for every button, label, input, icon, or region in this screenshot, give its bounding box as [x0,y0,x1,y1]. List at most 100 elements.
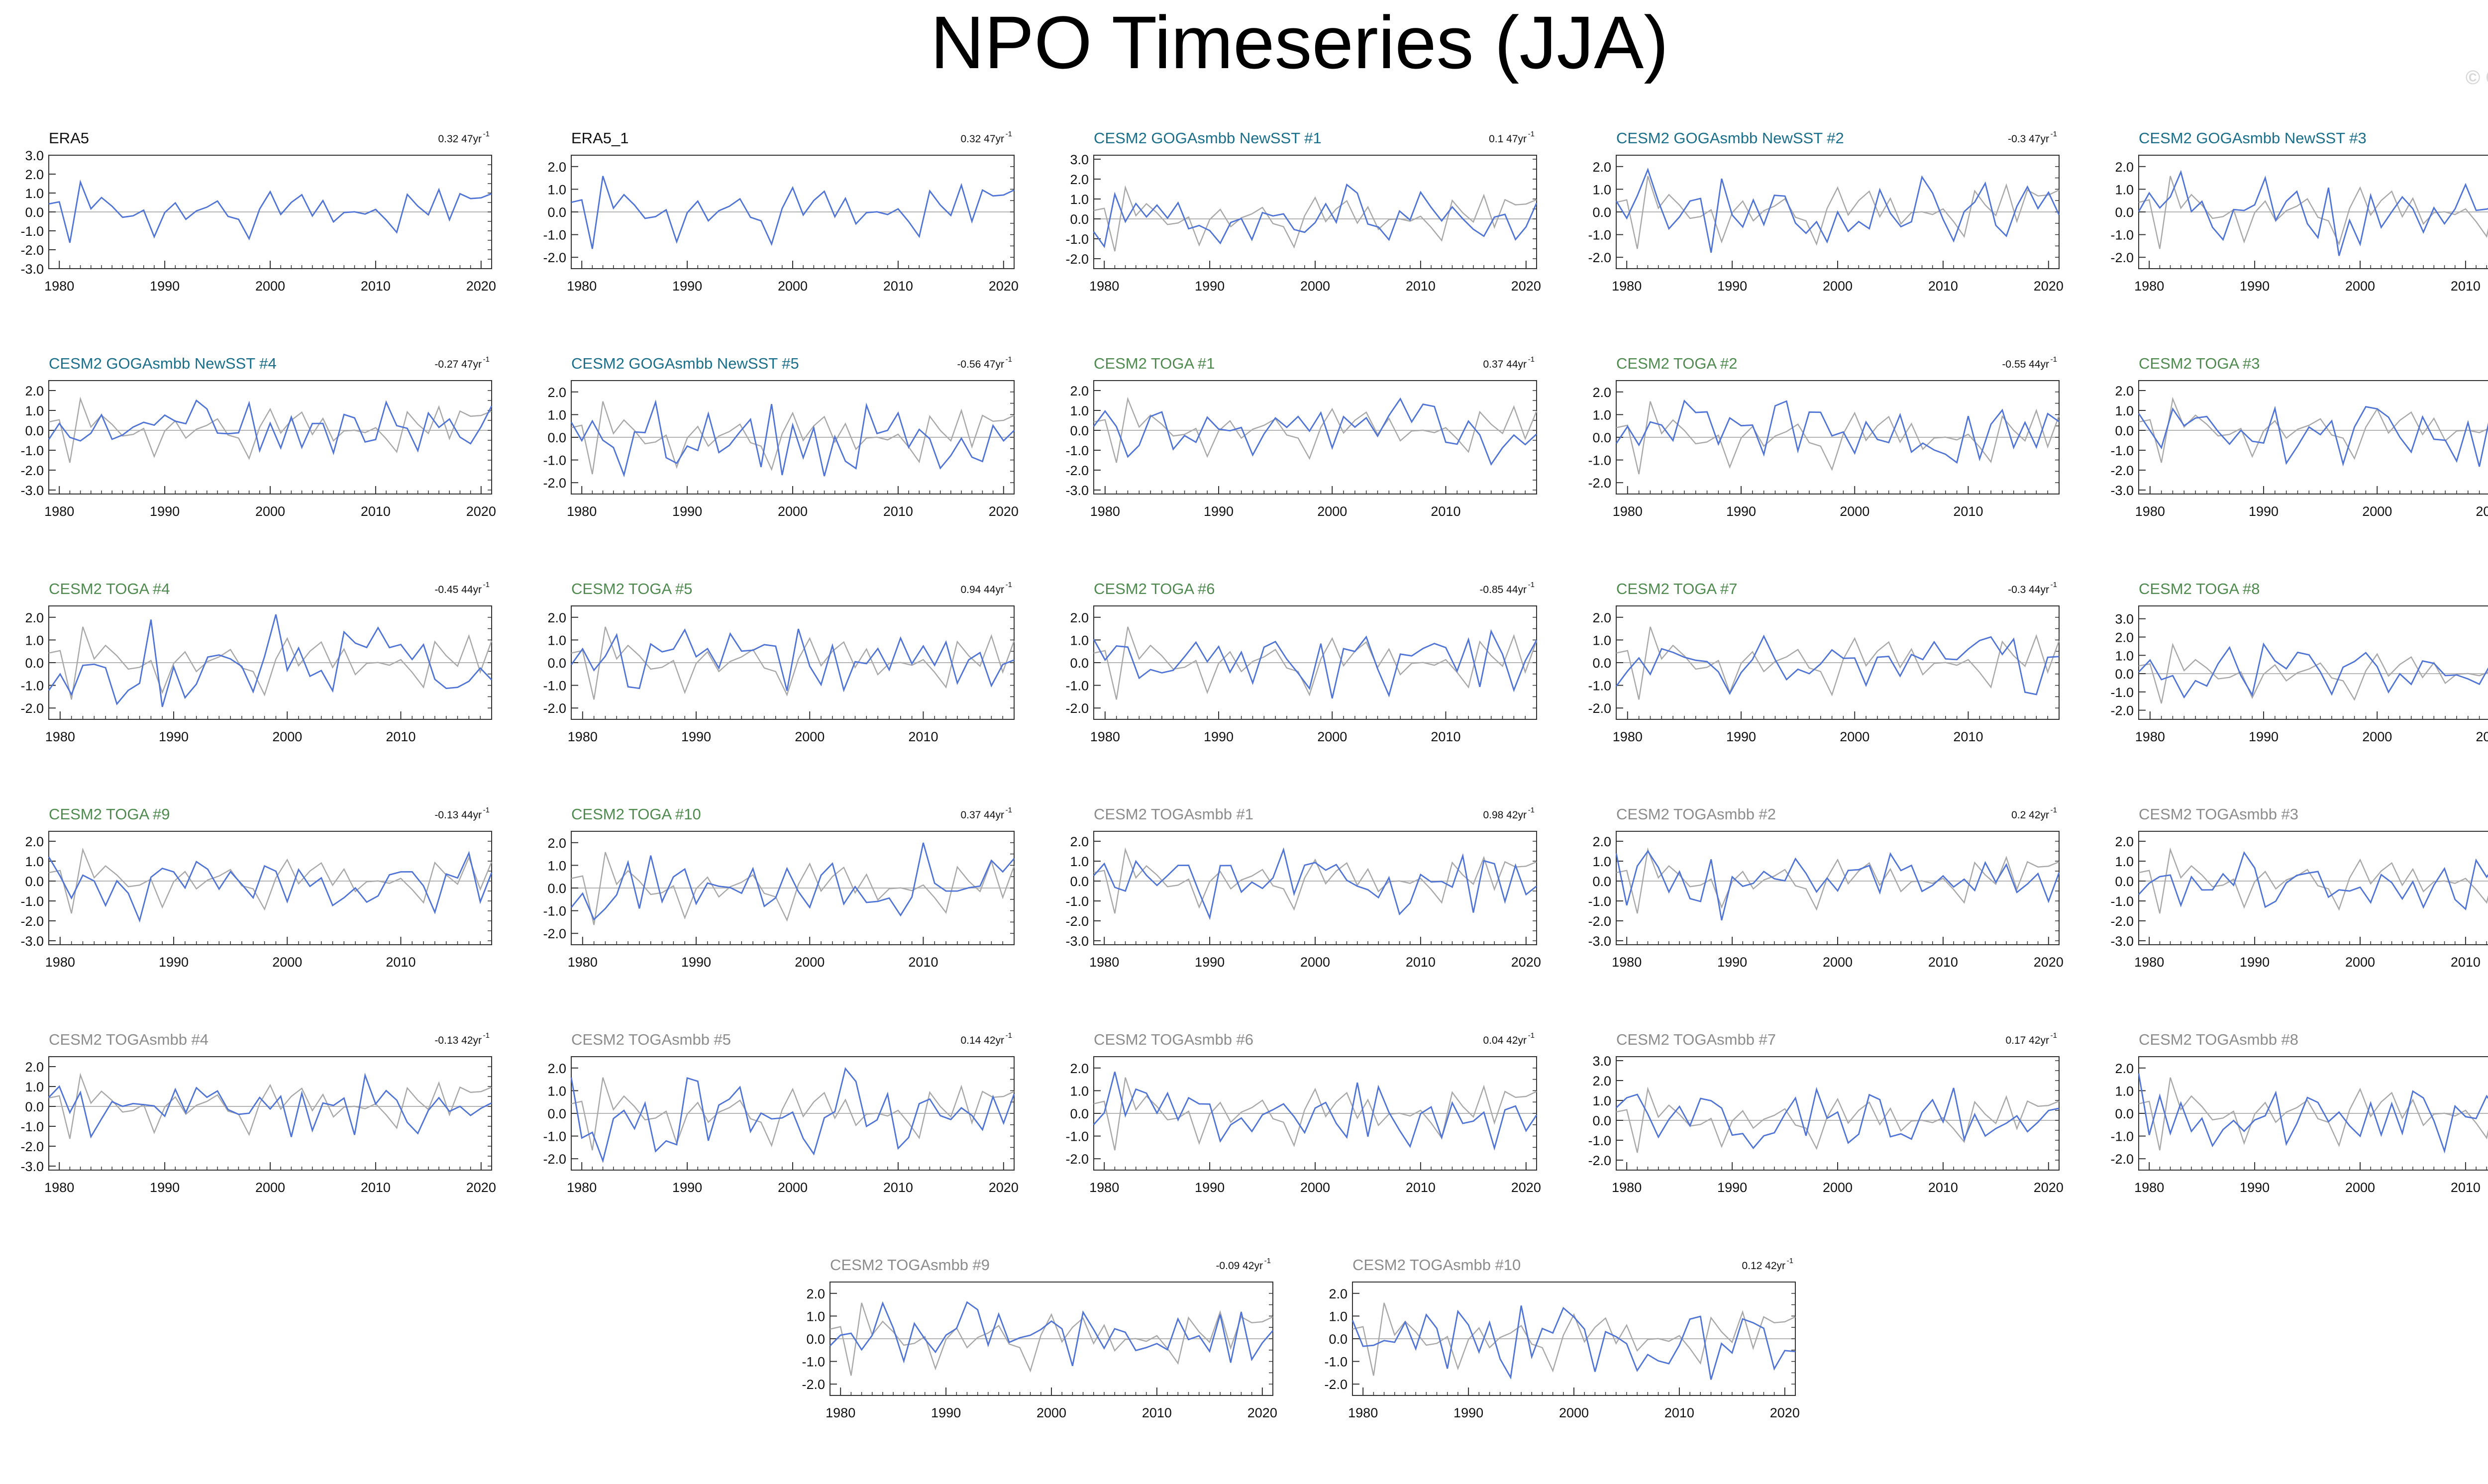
trend-exponent: -1 [1264,1257,1271,1265]
trend-exponent: -1 [1528,806,1535,814]
trend-label: -0.56 47yr [957,359,1004,370]
y-tick-label: -1.0 [543,904,566,919]
y-tick-label: 1.0 [547,407,566,422]
panel-frame [1093,155,1537,269]
trend-label: -0.85 44yr [1479,584,1527,595]
y-tick-label: 1.0 [547,633,566,648]
panel-label: CESM2 GOGAsmbb NewSST #5 [571,355,799,372]
x-tick-label: 1990 [150,504,180,519]
y-tick-label: 2.0 [25,1060,44,1075]
y-tick-label: 1.0 [1592,407,1611,422]
y-tick-label: -1.0 [20,443,44,458]
y-tick-label: 0.0 [2115,874,2134,889]
panel-label: CESM2 TOGA #1 [1094,355,1215,372]
trend-exponent: -1 [1528,130,1535,138]
credit-text: © CVDP-LE [2465,67,2488,89]
x-tick-label: 2000 [1823,1180,1853,1195]
x-tick-label: 2000 [2362,504,2392,519]
y-tick-label: 0.0 [1070,656,1089,671]
observed-series-line [571,852,1015,925]
member-series-line [1615,399,2060,464]
x-tick-label: 2000 [2362,729,2392,744]
y-tick-label: 0.0 [547,656,566,671]
y-tick-label: 3.0 [25,148,44,163]
panel-label: CESM2 TOGA #7 [1616,580,1738,597]
x-tick-label: 1980 [1089,955,1119,970]
y-tick-label: 1.0 [1070,403,1089,418]
y-tick-label: 0.0 [547,1106,566,1121]
y-tick-label: -3.0 [1065,483,1089,498]
trend-label: 0.12 42yr [1742,1260,1785,1272]
trend-exponent: -1 [2051,1031,2057,1040]
member-series-line [1616,1087,2060,1150]
y-tick-label: -2.0 [20,243,44,258]
y-tick-label: -2.0 [1588,1153,1611,1168]
trend-label: 0.37 44yr [960,809,1004,821]
y-tick-label: 2.0 [806,1286,825,1301]
panel-label: CESM2 TOGA #10 [571,805,701,823]
y-tick-label: -1.0 [543,228,566,243]
panel: 198019902000201020202.01.00.0-1.0-2.0CES… [2110,129,2488,294]
x-tick-label: 1980 [45,955,75,970]
x-tick-label: 2020 [989,1180,1019,1195]
x-tick-label: 1990 [150,279,180,294]
panel-label: CESM2 TOGA #3 [2139,355,2260,372]
panel-label: CESM2 GOGAsmbb NewSST #1 [1094,129,1322,147]
y-tick-label: 0.0 [2115,423,2134,438]
panel-label: CESM2 TOGA #8 [2139,580,2260,597]
y-tick-label: 1.0 [1592,633,1611,648]
y-tick-label: -2.0 [1065,252,1089,267]
trend-label: 0.1 47yr [1489,133,1527,145]
member-series-line [2138,851,2488,911]
y-tick-label: 2.0 [2115,1061,2134,1076]
member-series-line [1093,847,1537,920]
member-series-line [571,176,1015,249]
y-tick-label: 2.0 [1592,610,1611,625]
panel-frame [2138,380,2488,495]
trend-label: 0.94 44yr [960,584,1004,595]
panel-label: CESM2 TOGA #5 [571,580,693,597]
y-tick-label: 1.0 [25,186,44,201]
panel-frame [1093,380,1537,495]
y-tick-label: 1.0 [25,633,44,648]
y-tick-label: -1.0 [2110,685,2134,700]
observed-series-line [1093,1077,1537,1151]
panel: 1980 1990 2000 2010 2020 3.0 2.0 1.0 0.0 -1.0 -2.0… [1588,1031,2063,1195]
y-tick-label: -3.0 [20,1159,44,1174]
panel-label: CESM2 TOGAsmbb #5 [571,1031,731,1048]
y-tick-label: 1.0 [25,403,44,418]
y-tick-label: -1.0 [20,894,44,909]
trend-label: 0.32 47yr [438,133,482,145]
x-tick-label: 2000 [778,504,808,519]
panel: 1980 1990 2000 2010 2.0 1.0 0.0 -1.0 -2.0 CESM2 T… [1588,355,2060,519]
x-tick-label: 2010 [2451,955,2481,970]
y-tick-label: 0.0 [25,874,44,889]
x-tick-label: 2020 [2034,1180,2064,1195]
x-tick-label: 2010 [883,1180,913,1195]
x-tick-label: 2000 [272,729,302,744]
x-tick-label: 2010 [1928,1180,1958,1195]
y-tick-label: -1.0 [2110,1129,2134,1144]
x-tick-label: 1980 [1090,729,1120,744]
x-tick-label: 2020 [466,279,496,294]
trend-label: 0.17 42yr [2005,1035,2049,1046]
trend-label: -0.3 44yr [2008,584,2049,595]
panel-frame [1093,831,1537,945]
panel-frame [48,1056,492,1171]
y-tick-label: -2.0 [1588,250,1611,265]
trend-exponent: -1 [1006,1031,1012,1040]
observed-series-line [2138,176,2488,249]
trend-exponent: -1 [2051,355,2057,364]
panel-frame [2138,831,2488,945]
y-tick-label: 2.0 [1329,1286,1348,1301]
x-tick-label: 2010 [1406,1180,1436,1195]
member-series-line [48,614,493,707]
x-tick-label: 2000 [1840,729,1869,744]
member-series-line [570,628,1015,693]
trend-exponent: -1 [2051,581,2057,589]
panel: 1980 1990 2000 2010 2020 2.0 1.0 0.0 -1.0 -2.0 ERA… [543,129,1018,294]
y-tick-label: 0.0 [806,1332,825,1347]
y-tick-label: 0.0 [25,656,44,671]
y-tick-label: -2.0 [2110,250,2134,265]
